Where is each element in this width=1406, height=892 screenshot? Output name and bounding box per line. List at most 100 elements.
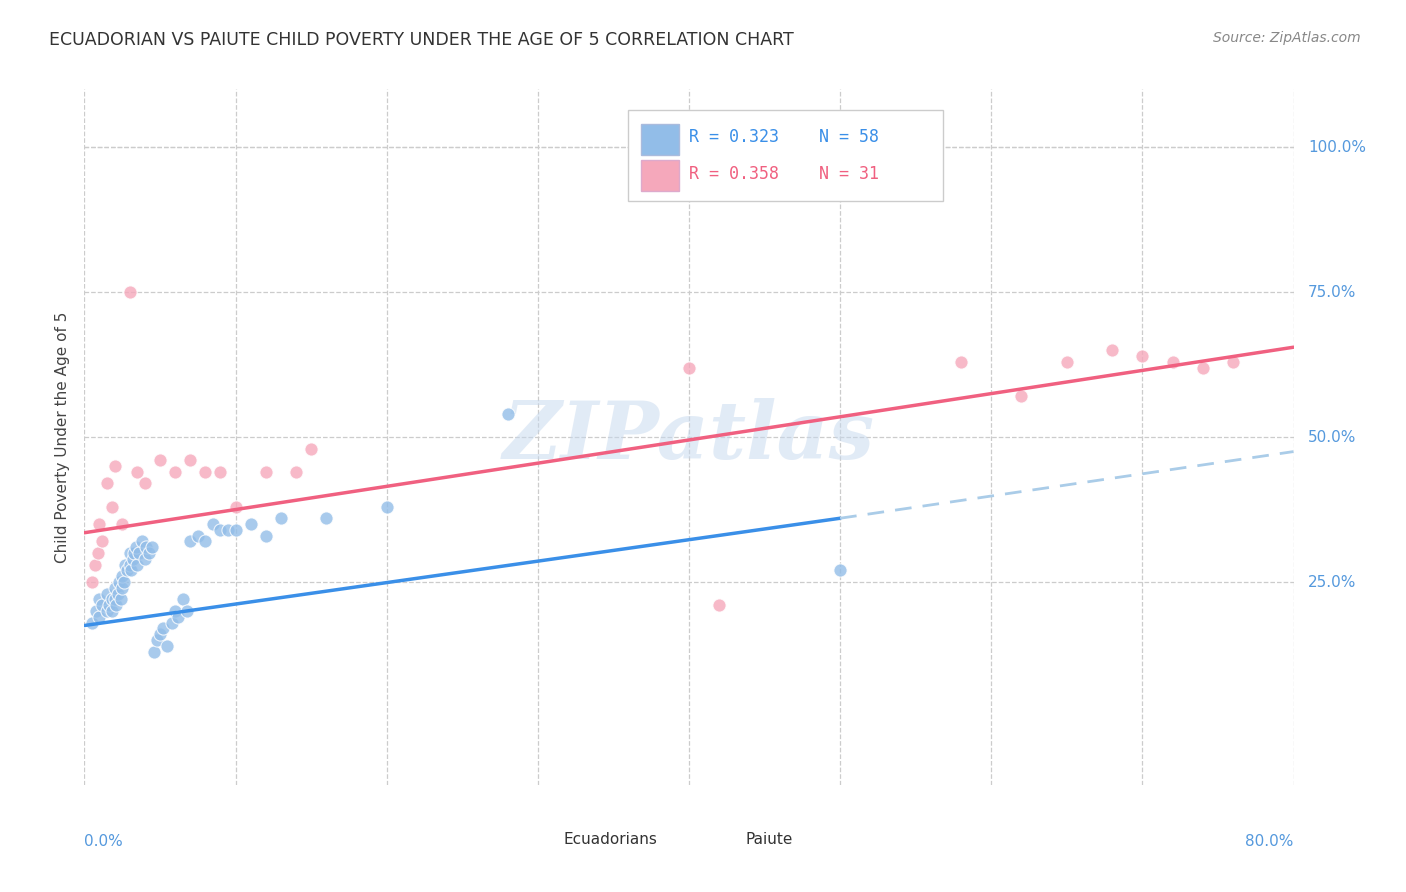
Text: 100.0%: 100.0% bbox=[1308, 140, 1367, 154]
Point bbox=[127, 465, 149, 479]
Point bbox=[1056, 354, 1078, 368]
Point bbox=[156, 639, 179, 653]
Point bbox=[152, 621, 174, 635]
Point bbox=[172, 592, 194, 607]
Point bbox=[239, 517, 262, 532]
Point bbox=[89, 610, 111, 624]
Point bbox=[112, 574, 135, 589]
Point bbox=[104, 581, 127, 595]
Point bbox=[194, 465, 217, 479]
Point bbox=[89, 517, 111, 532]
Point bbox=[91, 534, 114, 549]
Point bbox=[1130, 349, 1153, 363]
Point bbox=[84, 558, 107, 572]
Point bbox=[375, 500, 398, 514]
Point bbox=[100, 500, 122, 514]
Point bbox=[285, 465, 308, 479]
Text: 75.0%: 75.0% bbox=[1308, 285, 1357, 300]
Text: R = 0.323    N = 58: R = 0.323 N = 58 bbox=[689, 128, 879, 146]
Point bbox=[131, 534, 153, 549]
Point bbox=[135, 540, 157, 554]
Text: Paiute: Paiute bbox=[745, 832, 793, 847]
Point bbox=[1222, 354, 1244, 368]
Point bbox=[91, 598, 114, 612]
Point bbox=[118, 285, 141, 300]
Point bbox=[496, 407, 519, 421]
Point bbox=[105, 598, 128, 612]
Point bbox=[121, 551, 143, 566]
Point bbox=[315, 511, 337, 525]
Point bbox=[111, 569, 134, 583]
Point bbox=[149, 627, 172, 641]
Point bbox=[149, 453, 172, 467]
Point bbox=[830, 564, 852, 578]
Point bbox=[114, 558, 136, 572]
Point bbox=[254, 528, 277, 542]
Point bbox=[127, 558, 149, 572]
Point bbox=[134, 551, 156, 566]
Point bbox=[179, 534, 201, 549]
Point bbox=[678, 360, 700, 375]
Text: 0.0%: 0.0% bbox=[84, 834, 124, 848]
Point bbox=[146, 633, 169, 648]
FancyBboxPatch shape bbox=[700, 828, 738, 852]
Text: ZIPatlas: ZIPatlas bbox=[503, 399, 875, 475]
Point bbox=[96, 604, 118, 618]
Point bbox=[128, 546, 150, 560]
Point bbox=[141, 540, 163, 554]
Point bbox=[80, 574, 103, 589]
Point bbox=[165, 604, 187, 618]
Text: Source: ZipAtlas.com: Source: ZipAtlas.com bbox=[1213, 31, 1361, 45]
Point bbox=[118, 558, 141, 572]
Point bbox=[96, 587, 118, 601]
Point bbox=[86, 604, 108, 618]
Point bbox=[217, 523, 239, 537]
Text: 80.0%: 80.0% bbox=[1246, 834, 1294, 848]
Point bbox=[125, 540, 148, 554]
Point bbox=[299, 442, 322, 456]
Point bbox=[100, 604, 122, 618]
Point bbox=[1101, 343, 1123, 357]
Point bbox=[100, 592, 122, 607]
Point bbox=[138, 546, 160, 560]
Point bbox=[201, 517, 224, 532]
Point bbox=[225, 523, 247, 537]
Point bbox=[118, 546, 141, 560]
Point bbox=[107, 587, 129, 601]
FancyBboxPatch shape bbox=[519, 828, 557, 852]
FancyBboxPatch shape bbox=[641, 161, 679, 191]
Point bbox=[134, 476, 156, 491]
Point bbox=[115, 564, 138, 578]
FancyBboxPatch shape bbox=[641, 124, 679, 154]
Point bbox=[80, 615, 103, 630]
Point bbox=[1161, 354, 1184, 368]
Point bbox=[179, 453, 201, 467]
Point bbox=[270, 511, 292, 525]
Point bbox=[89, 592, 111, 607]
Point bbox=[122, 546, 145, 560]
Text: 50.0%: 50.0% bbox=[1308, 430, 1357, 444]
Point bbox=[209, 465, 232, 479]
Point bbox=[950, 354, 973, 368]
FancyBboxPatch shape bbox=[628, 110, 943, 201]
Point bbox=[209, 523, 232, 537]
Point bbox=[194, 534, 217, 549]
Text: 25.0%: 25.0% bbox=[1308, 574, 1357, 590]
Point bbox=[87, 546, 110, 560]
Text: R = 0.358    N = 31: R = 0.358 N = 31 bbox=[689, 165, 879, 183]
Point bbox=[176, 604, 198, 618]
Point bbox=[104, 458, 127, 473]
Point bbox=[108, 574, 131, 589]
Point bbox=[96, 476, 118, 491]
Text: ECUADORIAN VS PAIUTE CHILD POVERTY UNDER THE AGE OF 5 CORRELATION CHART: ECUADORIAN VS PAIUTE CHILD POVERTY UNDER… bbox=[49, 31, 794, 49]
Point bbox=[104, 592, 127, 607]
Point bbox=[187, 528, 209, 542]
Point bbox=[111, 581, 134, 595]
Point bbox=[142, 644, 165, 658]
Point bbox=[165, 465, 187, 479]
Point bbox=[1192, 360, 1215, 375]
Point bbox=[160, 615, 183, 630]
Y-axis label: Child Poverty Under the Age of 5: Child Poverty Under the Age of 5 bbox=[55, 311, 70, 563]
Point bbox=[167, 610, 190, 624]
Text: Ecuadorians: Ecuadorians bbox=[564, 832, 657, 847]
